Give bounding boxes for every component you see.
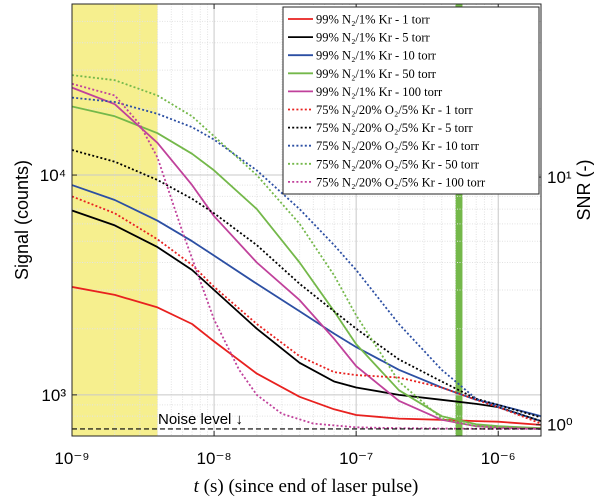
plot-frame bbox=[71, 3, 542, 437]
series-line-10 bbox=[72, 82, 541, 430]
legend-entry-7: 75% N₂/20% O₂/5% Kr - 5 torr bbox=[316, 121, 473, 135]
series-line-5 bbox=[72, 86, 541, 430]
x-axis-label-italic: t bbox=[194, 476, 200, 497]
y-tick-label: 10³ bbox=[41, 386, 66, 405]
series-line-7 bbox=[72, 149, 541, 419]
x-axis-label-rest: (s) (since end of laser pulse) bbox=[199, 476, 418, 497]
legend-entry-6: 75% N₂/20% O₂/5% Kr - 1 torr bbox=[316, 103, 473, 117]
legend-entry-1: 99% N₂/1% Kr - 1 torr bbox=[316, 13, 431, 27]
x-tick-label: 10⁻⁶ bbox=[481, 449, 516, 468]
series-line-4 bbox=[72, 105, 541, 430]
vertical-band bbox=[455, 4, 463, 436]
legend-entry-3: 99% N₂/1% Kr - 10 torr bbox=[316, 49, 437, 63]
legend-entry-8: 75% N₂/20% O₂/5% Kr - 10 torr bbox=[316, 139, 480, 153]
legend-entry-9: 75% N₂/20% O₂/5% Kr - 50 torr bbox=[316, 157, 480, 171]
series-line-9 bbox=[72, 74, 541, 430]
series-line-2 bbox=[72, 209, 541, 422]
x-axis-label: t (s) (since end of laser pulse) bbox=[194, 476, 419, 497]
y-axis-label: Signal (counts) bbox=[12, 160, 32, 280]
series-line-1 bbox=[72, 286, 541, 426]
y-tick-label: 10⁴ bbox=[40, 166, 66, 185]
y2-tick-label: 10⁰ bbox=[547, 416, 573, 435]
legend-entry-10: 75% N₂/20% O₂/5% Kr - 100 torr bbox=[316, 175, 486, 189]
x-tick-label: 10⁻⁸ bbox=[197, 449, 232, 468]
x-tick-label: 10⁻⁹ bbox=[54, 449, 89, 468]
noise-level-label: Noise level ↓ bbox=[158, 411, 243, 428]
legend-entry-4: 99% N₂/1% Kr - 50 torr bbox=[316, 67, 437, 81]
legend-entry-5: 99% N₂/1% Kr - 100 torr bbox=[316, 85, 443, 99]
y2-axis-label: SNR (-) bbox=[574, 160, 594, 221]
y2-tick-label: 10¹ bbox=[547, 168, 572, 187]
legend-box bbox=[282, 6, 540, 195]
x-tick-label: 10⁻⁷ bbox=[339, 449, 373, 468]
series-line-8 bbox=[72, 96, 541, 422]
series-line-6 bbox=[72, 195, 541, 425]
legend-entry-2: 99% N₂/1% Kr - 5 torr bbox=[316, 31, 431, 45]
